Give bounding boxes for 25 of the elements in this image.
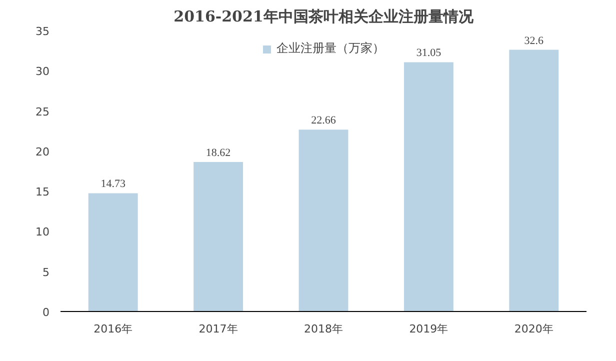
y-tick-label: 15	[36, 186, 50, 199]
data-label: 14.73	[100, 178, 126, 190]
data-label: 18.62	[206, 147, 231, 160]
chart-title: 2016-2021年中国茶叶相关企业注册量情况	[174, 8, 474, 26]
x-tick-label: 2017年	[198, 322, 238, 336]
bar	[298, 130, 348, 312]
y-tick-label: 30	[36, 65, 50, 78]
x-tick-label: 2019年	[409, 322, 448, 336]
x-tick-label: 2016年	[94, 322, 133, 336]
bar	[194, 162, 244, 312]
x-tick-label: 2018年	[304, 322, 344, 336]
y-tick-label: 20	[36, 145, 50, 158]
bar	[509, 50, 559, 312]
legend-label: 企业注册量（万家）	[276, 40, 384, 57]
data-label: 32.6	[524, 34, 544, 47]
y-tick-label: 0	[42, 306, 50, 319]
x-tick-label: 2020年	[514, 322, 554, 336]
y-tick-label: 25	[36, 105, 50, 118]
y-tick-label: 10	[36, 226, 50, 239]
data-label: 31.05	[416, 47, 442, 60]
y-tick-label: 35	[36, 25, 50, 38]
y-tick-label: 5	[42, 266, 50, 279]
data-label: 22.66	[311, 114, 336, 127]
bar	[404, 62, 454, 312]
bar	[88, 193, 138, 312]
